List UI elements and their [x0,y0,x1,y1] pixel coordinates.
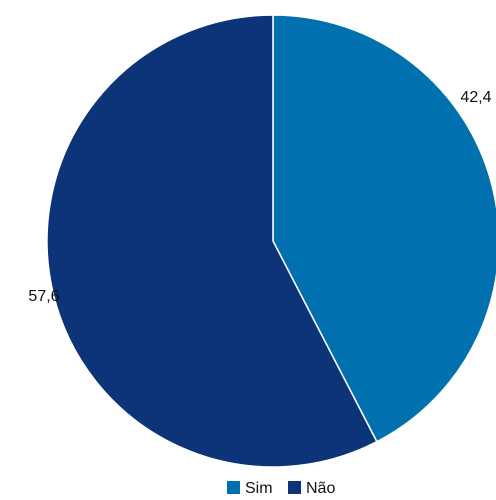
legend-label: Não [306,480,335,495]
legend: Sim Não [227,480,335,497]
data-label-n-o: 57,6 [28,288,59,305]
legend-swatch [227,481,240,494]
legend-label: Sim [245,480,273,495]
pie-slice-n-o [46,14,378,468]
legend-item-n-o: Não [288,480,335,497]
pie-data-labels: 42,4 57,6 [28,89,491,305]
data-label-sim: 42,4 [460,89,491,106]
legend-swatch [288,481,301,494]
pie-slice-sim [272,14,496,443]
pie-slices [46,14,496,468]
legend-item-sim: Sim [227,480,273,497]
